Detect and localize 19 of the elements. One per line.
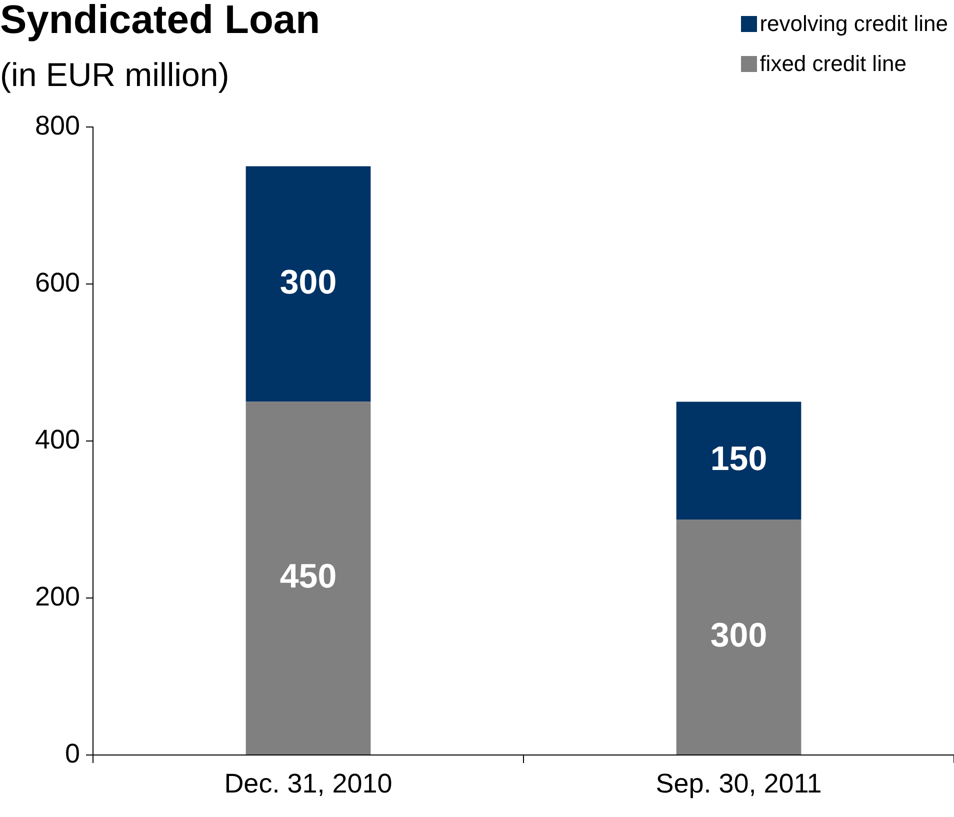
chart-title: Syndicated Loan xyxy=(0,0,320,43)
x-tick-label: Dec. 31, 2010 xyxy=(224,768,392,799)
bar xyxy=(246,166,371,402)
chart-subtitle: (in EUR million) xyxy=(0,56,230,94)
data-label: 300 xyxy=(710,616,768,654)
bar xyxy=(246,402,371,754)
data-label: 450 xyxy=(280,558,337,596)
y-tick-label: 400 xyxy=(34,424,80,454)
legend-label: fixed credit line xyxy=(760,51,906,77)
bar xyxy=(676,520,802,754)
y-tick-label: 600 xyxy=(34,267,80,298)
y-tick-label: 800 xyxy=(34,110,80,140)
x-tick-label: Sep. 30, 2011 xyxy=(656,768,822,799)
legend-label: revolving credit line xyxy=(760,11,948,37)
bar xyxy=(676,402,802,520)
data-label: 300 xyxy=(280,263,337,302)
data-label: 150 xyxy=(710,440,768,478)
y-tick-label: 0 xyxy=(64,738,80,768)
y-tick-label: 200 xyxy=(34,581,80,612)
